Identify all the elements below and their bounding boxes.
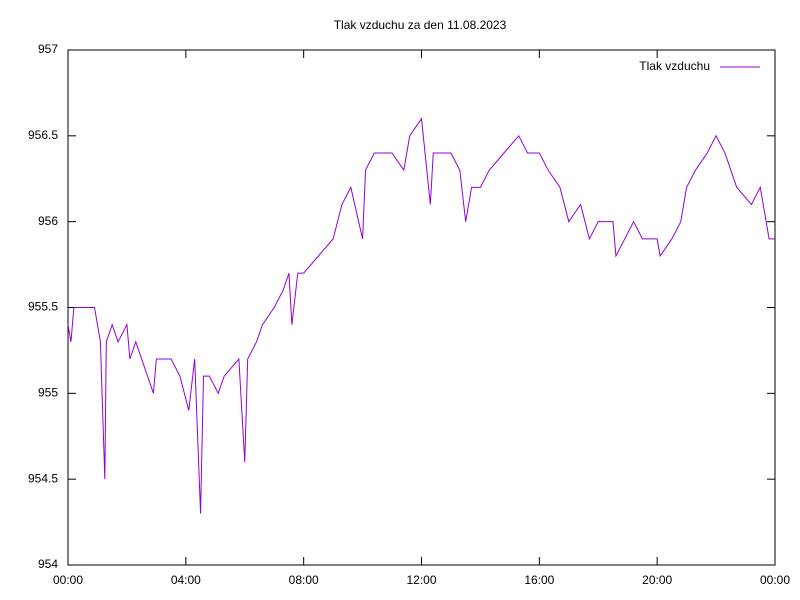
y-tick-label: 955 (38, 386, 58, 400)
x-tick-label: 08:00 (289, 573, 319, 587)
data-line (67, 117, 775, 514)
x-tick-label: 20:00 (642, 573, 672, 587)
chart-title: Tlak vzduchu za den 11.08.2023 (334, 18, 507, 32)
x-tick-label: 04:00 (171, 573, 201, 587)
legend-label: Tlak vzduchu (639, 59, 710, 73)
x-tick-label: 00:00 (760, 573, 790, 587)
y-tick-label: 956 (38, 214, 58, 228)
x-tick-label: 00:00 (53, 573, 83, 587)
x-tick-label: 12:00 (406, 573, 436, 587)
y-tick-label: 954 (38, 557, 58, 571)
y-tick-label: 957 (38, 42, 58, 56)
x-tick-label: 16:00 (524, 573, 554, 587)
y-tick-label: 956.5 (28, 128, 58, 142)
y-tick-label: 954.5 (28, 471, 58, 485)
y-tick-label: 955.5 (28, 300, 58, 314)
